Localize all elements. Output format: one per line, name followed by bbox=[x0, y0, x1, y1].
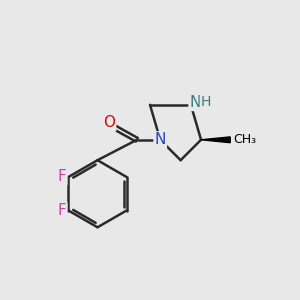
Text: CH₃: CH₃ bbox=[234, 133, 257, 146]
Text: O: O bbox=[103, 116, 115, 130]
Text: F: F bbox=[58, 203, 66, 218]
Text: N: N bbox=[190, 95, 201, 110]
Text: F: F bbox=[58, 169, 66, 184]
Text: N: N bbox=[154, 132, 166, 147]
Text: H: H bbox=[201, 95, 211, 110]
Polygon shape bbox=[201, 137, 230, 143]
